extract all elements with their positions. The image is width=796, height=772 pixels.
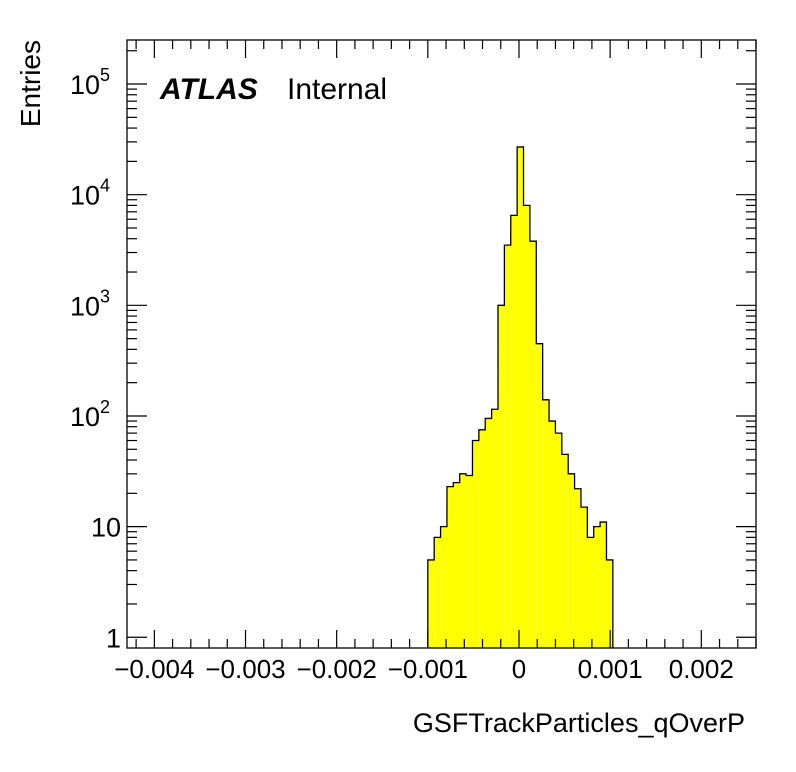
x-axis-label: GSFTrackParticles_qOverP <box>413 708 745 738</box>
histogram-bar <box>517 146 524 649</box>
histogram-bar <box>446 486 454 648</box>
histogram-bar <box>568 473 575 648</box>
y-tick-label: 105 <box>70 65 110 100</box>
y-tick-exponent: 2 <box>100 397 110 417</box>
histogram-bar <box>453 482 460 648</box>
histogram-bar <box>434 537 441 648</box>
histogram-bar <box>561 454 569 648</box>
y-tick-exponent: 4 <box>100 176 110 196</box>
x-axis-tick-labels: −0.004 −0.003 −0.002 −0.001 0 0.001 0.002 <box>114 654 734 684</box>
histogram-bar <box>593 526 601 648</box>
histogram-bar <box>510 215 518 648</box>
histogram-bar <box>504 245 511 648</box>
y-tick-label: 103 <box>70 286 110 321</box>
histogram-bar <box>427 559 435 648</box>
histogram-bar <box>580 507 588 648</box>
y-tick-label: 102 <box>70 397 110 432</box>
y-tick-exponent: 5 <box>100 65 110 85</box>
x-tick-label: −0.002 <box>297 654 377 684</box>
x-tick-label: 0.001 <box>578 654 643 684</box>
histogram-bars <box>427 146 614 649</box>
plot-border <box>126 39 757 649</box>
atlas-label: ATLAS <box>159 73 258 106</box>
histogram-bar <box>440 526 447 648</box>
histogram-bar <box>485 418 492 648</box>
y-tick-label: 104 <box>70 176 110 211</box>
y-tick-exponent: 3 <box>100 286 110 306</box>
histogram-bar <box>478 429 486 648</box>
histogram-bar <box>466 475 473 648</box>
x-tick-label: −0.004 <box>114 654 194 684</box>
x-tick-label: −0.001 <box>388 654 468 684</box>
x-tick-label: 0.002 <box>669 654 734 684</box>
histogram-bar <box>523 205 530 648</box>
histogram-bar <box>555 433 562 648</box>
x-tick-label: −0.003 <box>205 654 285 684</box>
histogram-bar <box>587 537 594 648</box>
histogram-bar <box>536 343 543 648</box>
y-axis-ticks <box>127 50 756 638</box>
histogram-bar <box>549 421 556 648</box>
x-tick-label: 0 <box>512 654 526 684</box>
histogram-bar <box>542 399 550 648</box>
histogram-bar <box>459 473 467 648</box>
x-axis-ticks <box>135 40 757 648</box>
histogram-bar <box>498 305 505 648</box>
histogram-bar <box>529 241 537 648</box>
histogram-bar <box>472 440 479 648</box>
histogram-bar <box>574 488 581 648</box>
y-axis-label: Entries <box>15 40 46 127</box>
internal-label: Internal <box>287 73 387 106</box>
histogram-bar <box>600 522 607 648</box>
plot-frame <box>126 39 757 649</box>
y-axis-tick-labels: 1 10 102 103 104 105 <box>70 65 121 653</box>
histogram-bar <box>606 559 613 648</box>
histogram-outline <box>427 146 614 648</box>
y-tick-label: 1 <box>106 623 121 653</box>
y-tick-label: 10 <box>91 513 121 543</box>
histogram-bar <box>491 409 498 648</box>
